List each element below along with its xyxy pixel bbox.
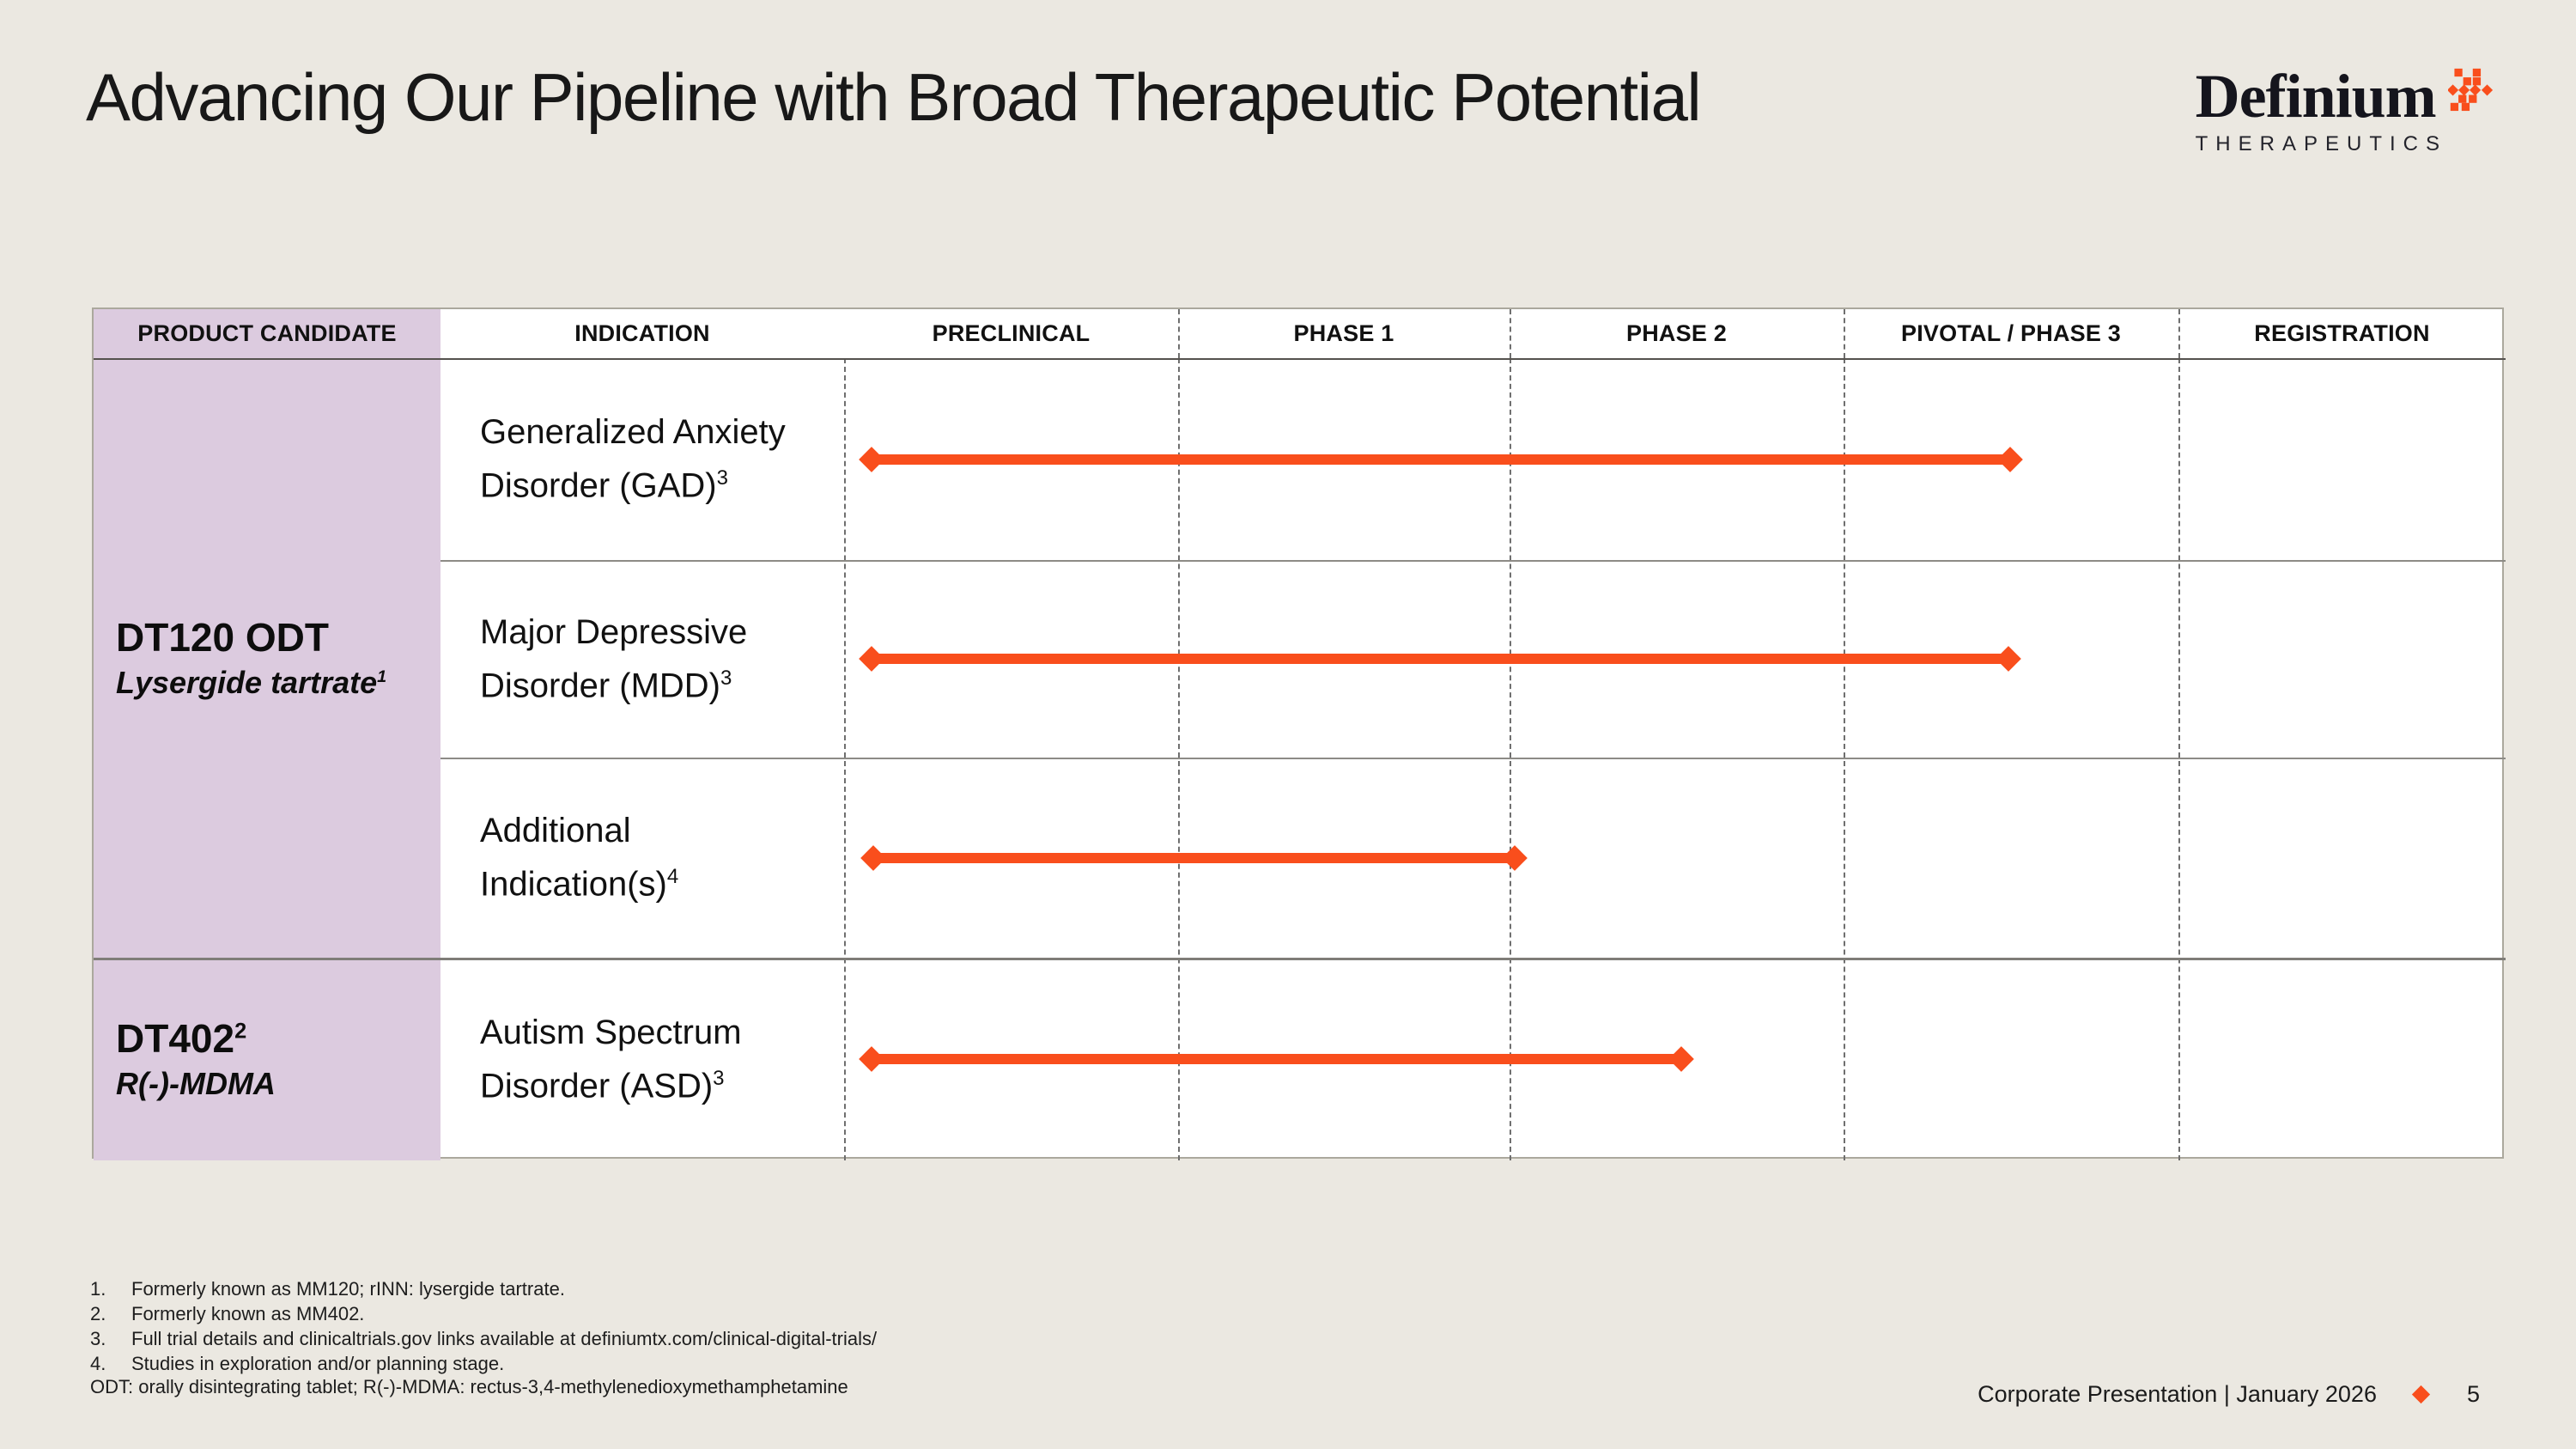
footnote-1: 1. Formerly known as MM120; rINN: lysergi…	[90, 1278, 565, 1300]
footnote-4: 4. Studies in exploration and/or planning…	[90, 1353, 505, 1374]
column-divider	[844, 358, 846, 1160]
footnotes: 1. Formerly known as MM120; rINN: lysergi…	[90, 1276, 877, 1376]
product-name: DT120 ODT	[116, 614, 329, 660]
column-header-indication: INDICATION	[574, 320, 710, 346]
column-header-phase-1: PHASE 1	[1293, 320, 1394, 346]
footnote-3: 3. Full trial details and clinicaltrials.…	[90, 1328, 878, 1349]
footer-text: Corporate Presentation | January 2026	[1978, 1381, 2377, 1407]
stage-track-mdd	[844, 560, 2506, 758]
column-divider	[1844, 358, 1845, 1160]
header-underline	[94, 358, 2506, 360]
column-header-pivotal-phase-3: PIVOTAL / PHASE 3	[1901, 320, 2121, 346]
stage-track-asd	[844, 958, 2506, 1160]
column-header-phase-2: PHASE 2	[1626, 320, 1727, 346]
column-divider	[1178, 309, 1180, 358]
column-header-registration: REGISTRATION	[2254, 320, 2430, 346]
product-cell-dt120: DT120 ODT Lysergide tartrate1	[94, 358, 440, 958]
diamond-icon	[2411, 1385, 2431, 1404]
product-compound: Lysergide tartrate1	[116, 665, 387, 701]
stage-track-gad	[844, 358, 2506, 560]
progress-bar-asd	[871, 1054, 1682, 1064]
indication-cell-mdd: Major Depressive Disorder (MDD)3	[480, 612, 748, 705]
progress-bar-mdd	[871, 654, 2009, 664]
column-divider	[1178, 358, 1180, 1160]
column-divider	[1510, 309, 1511, 358]
column-header-preclinical: PRECLINICAL	[932, 320, 1091, 346]
product-candidate-column-background	[94, 309, 440, 1160]
product-compound: R(-)-MDMA	[116, 1066, 276, 1102]
product-name: DT4022	[116, 1015, 247, 1061]
column-divider	[1510, 358, 1511, 1160]
stage-track-additional	[844, 758, 2506, 958]
progress-bar-additional	[873, 852, 1515, 863]
indication-cell-gad: Generalized Anxiety Disorder (GAD)3	[480, 413, 786, 505]
logo-subtitle: THERAPEUTICS	[2195, 132, 2447, 155]
column-divider	[2178, 358, 2180, 1160]
page-title: Advancing Our Pipeline with Broad Therap…	[86, 59, 1702, 135]
indication-cell-asd: Autism Spectrum Disorder (ASD)3	[480, 1013, 742, 1105]
product-cell-dt402: DT4022 R(-)-MDMA	[94, 958, 440, 1160]
page-number: 5	[2466, 1381, 2480, 1407]
column-divider	[1844, 309, 1845, 358]
progress-bar-gad	[871, 454, 2011, 465]
product-block-divider	[94, 958, 2506, 960]
logo-mark-icon	[2446, 67, 2493, 112]
logo-wordmark: Definium	[2195, 62, 2437, 131]
footnote-2: 2. Formerly known as MM402.	[90, 1303, 365, 1324]
row-divider	[440, 560, 2506, 562]
column-header-product-candidate: PRODUCT CANDIDATE	[137, 320, 397, 346]
logo: Definium	[2196, 65, 2504, 156]
abbreviation-note: ODT: orally disintegrating tablet; R(-)-…	[90, 1376, 848, 1397]
indication-cell-additional: Additional Indication(s)4	[480, 812, 679, 904]
column-divider	[2178, 309, 2180, 358]
row-divider	[440, 758, 2506, 759]
slide-footer: Corporate Presentation | January 2026 5	[1978, 1381, 2480, 1408]
pipeline-table: PRODUCT CANDIDATE INDICATION PRECLINICAL…	[92, 307, 2506, 1160]
